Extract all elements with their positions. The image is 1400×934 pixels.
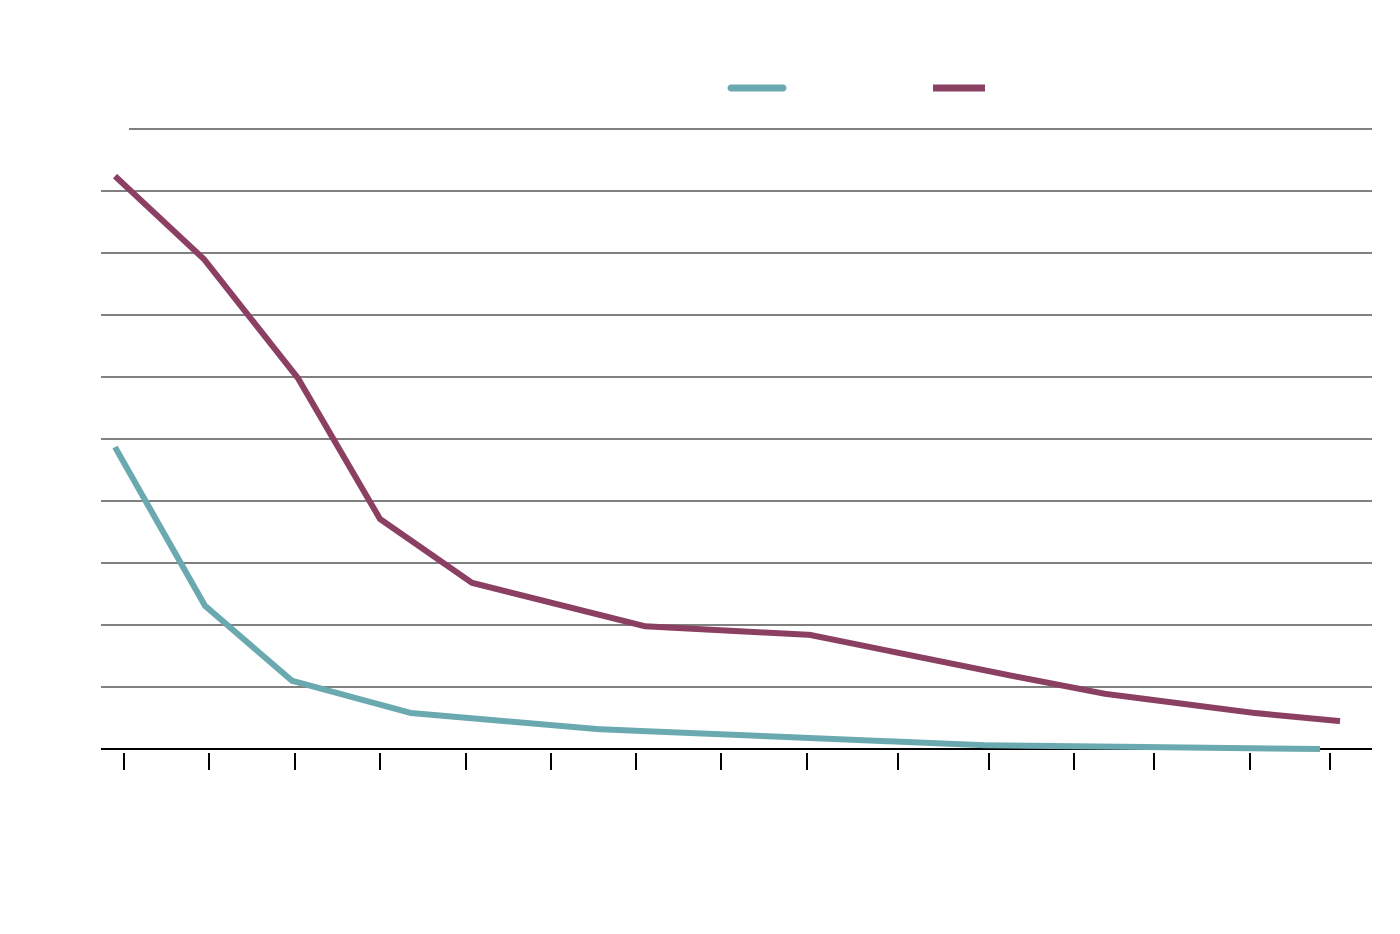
series-line [112,173,1341,725]
series-line [112,445,1321,752]
